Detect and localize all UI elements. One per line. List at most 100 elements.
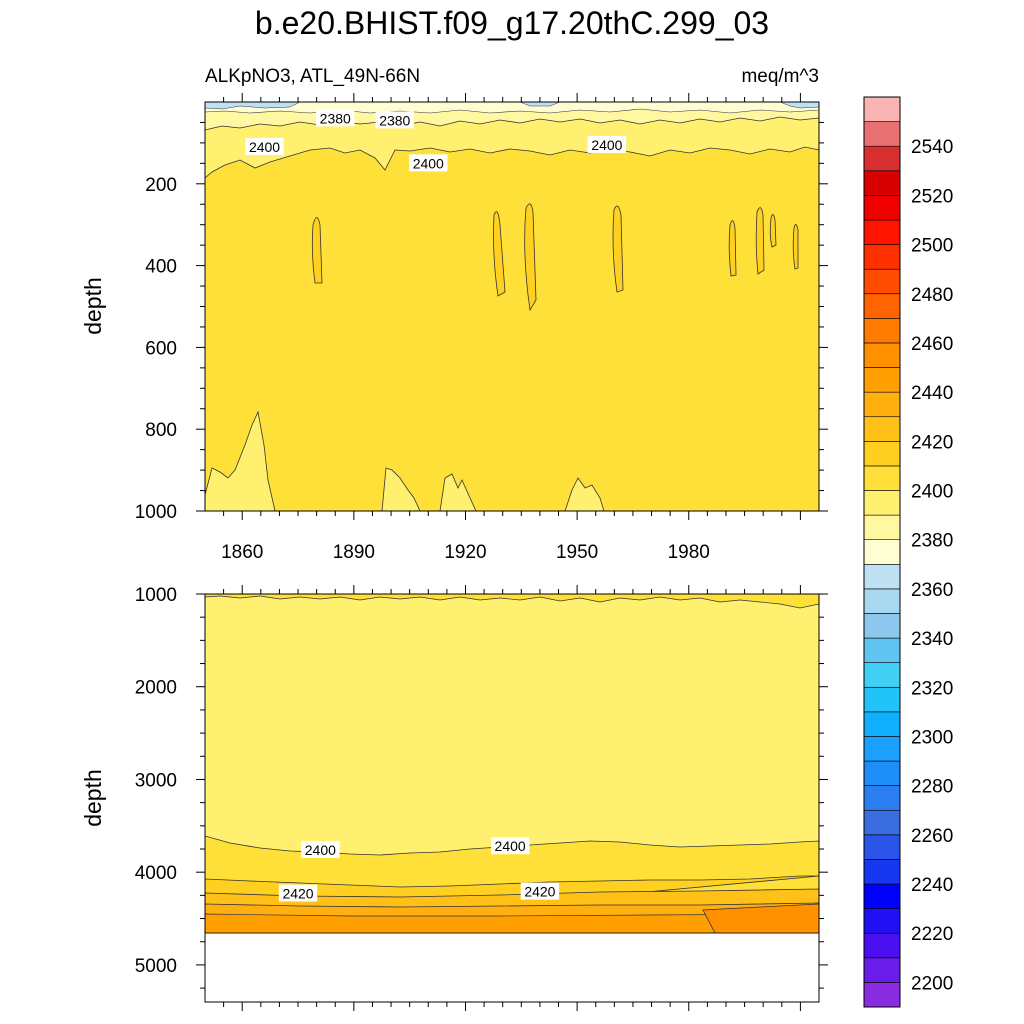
colorbar-swatch [863, 760, 901, 786]
upper-lenses-2410 [311, 203, 799, 312]
upper-y-axis: 200 400 600 800 1000 [135, 121, 828, 523]
colorbar-swatch [863, 563, 901, 590]
chart-title: b.e20.BHIST.f09_g17.20thC.299_03 [255, 5, 769, 41]
colorbar-swatch [863, 96, 901, 122]
contour-label-bg [301, 840, 340, 858]
colorbar-swatch [863, 957, 901, 983]
contour-label: 2380 [316, 109, 355, 127]
upper-contour-labels: 2380 2380 2400 2400 2400 [245, 109, 627, 172]
x-tick-label: 1860 [221, 542, 263, 563]
y-tick-label: 600 [145, 338, 177, 359]
upper-patches-2390 [205, 410, 605, 511]
x-tick-label: 1920 [444, 542, 486, 563]
y-tick-label: 4000 [135, 863, 177, 884]
colorbar-swatch [863, 490, 901, 516]
contour-label: 2420 [520, 882, 560, 900]
colorbar-tick-label: 2360 [911, 580, 953, 601]
colorbar-swatch [863, 391, 901, 418]
colorbar-tick-label: 2300 [911, 727, 953, 748]
colorbar-tick-label: 2480 [911, 285, 953, 306]
contour-label-bg [587, 135, 627, 153]
colorbar-frame [863, 96, 901, 1008]
contour-label-text: 2400 [413, 155, 444, 171]
colorbar-swatch [863, 982, 901, 1008]
contour-label-text: 2420 [282, 886, 313, 902]
colorbar-tick-label: 2340 [911, 629, 953, 650]
contour-label-text: 2400 [591, 137, 622, 153]
colorbar-tick-label: 2440 [911, 383, 953, 404]
upper-base-fill [205, 102, 819, 511]
colorbar-tick-label: 2460 [911, 334, 953, 355]
y-tick-label: 800 [145, 420, 177, 441]
colorbar-swatch [863, 809, 901, 836]
colorbar-tick-label: 2420 [911, 432, 953, 453]
colorbar-swatch [863, 342, 901, 368]
x-tick-label: 1890 [333, 542, 375, 563]
y-tick-label: 1000 [135, 585, 177, 606]
colorbar-tick-label: 2380 [911, 531, 953, 552]
colorbar-swatch [863, 121, 901, 147]
lower-top-band-2400 [205, 594, 819, 609]
colorbar-swatch [863, 932, 901, 959]
colorbar-tick-label: 2500 [911, 236, 953, 257]
y-tick-label: 2000 [135, 678, 177, 699]
lower-panel: 2400 2400 2420 2420 1000 2000 3000 4000 5000 de… [80, 585, 828, 1011]
contour-label: 2400 [245, 137, 284, 155]
upper-panel: 2380 2380 2400 2400 2400 1860 1890 1920 1950 198… [80, 93, 828, 563]
contour-label: 2400 [409, 154, 448, 172]
colorbar-swatch [863, 662, 901, 688]
upper-band-2360 [205, 102, 819, 110]
contour-label-text: 2380 [379, 112, 410, 128]
colorbar-swatch [863, 908, 901, 934]
contour-label-text: 2400 [495, 838, 526, 854]
colorbar-tick-label: 2400 [911, 482, 953, 503]
y-tick-label: 1000 [135, 502, 177, 523]
lower-y-axis: 1000 2000 3000 4000 5000 [135, 585, 828, 989]
colorbar-tick-label: 2220 [911, 924, 953, 945]
colorbar-tick-label: 2280 [911, 777, 953, 798]
upper-band-2370 [205, 102, 819, 114]
contour-label: 2420 [278, 884, 318, 902]
colorbar-swatch [863, 268, 901, 295]
colorbar-swatch [863, 834, 901, 860]
colorbar-swatch [863, 441, 901, 467]
chart-units-label: meq/m^3 [741, 66, 819, 87]
lower-band-2440 [205, 913, 819, 934]
colorbar-swatch [863, 244, 901, 270]
y-tick-label: 400 [145, 257, 177, 278]
lower-y-axis-label: depth [80, 769, 106, 827]
contour-label: 2400 [490, 837, 530, 855]
y-tick-label: 3000 [135, 770, 177, 791]
lower-x-axis [223, 585, 801, 1011]
contour-label-bg [278, 884, 318, 902]
contour-label: 2400 [587, 135, 627, 153]
contour-label-bg [245, 137, 284, 155]
colorbar-swatch [863, 613, 901, 639]
colorbar-swatch [863, 514, 901, 541]
contour-label: 2400 [301, 840, 340, 858]
colorbar-swatch [863, 539, 901, 565]
colorbar-swatch [863, 195, 901, 221]
colorbar-swatch [863, 465, 901, 491]
colorbar-swatch [863, 736, 901, 762]
y-tick-label: 5000 [135, 956, 177, 977]
colorbar-tick-label: 2260 [911, 826, 953, 847]
colorbar-swatch [863, 318, 901, 344]
colorbar-swatch [863, 367, 901, 393]
colorbar-swatch [863, 416, 901, 442]
colorbar-swatch [863, 883, 901, 909]
upper-panel-fill [205, 102, 819, 511]
contour-label-text: 2400 [305, 842, 336, 858]
upper-y-axis-label: depth [80, 277, 106, 335]
colorbar-swatch [863, 859, 901, 885]
y-tick-label: 200 [145, 175, 177, 196]
contour-label-bg [520, 882, 560, 900]
colorbar-swatch [863, 219, 901, 245]
colorbar: 2200 2220 2240 2260 2280 2300 2320 2340 2360 2380… [863, 96, 953, 1008]
colorbar-swatch [863, 637, 901, 663]
colorbar-swatch [863, 588, 901, 614]
colorbar-tick-label: 2520 [911, 186, 953, 207]
x-tick-label: 1980 [668, 542, 710, 563]
contour-label-bg [409, 154, 448, 172]
